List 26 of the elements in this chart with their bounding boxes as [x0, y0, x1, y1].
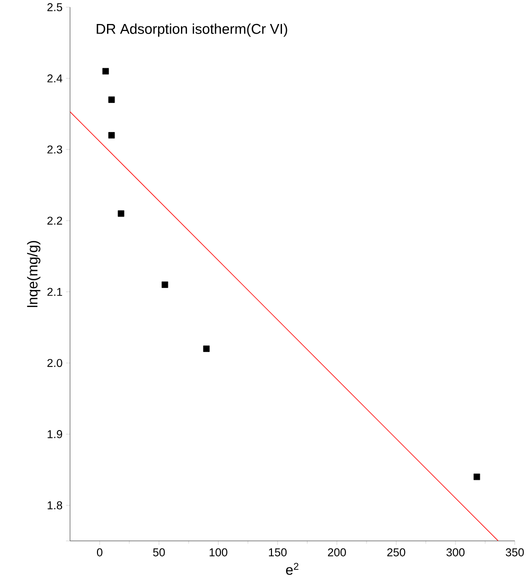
x-tick-label: 100 — [209, 548, 228, 556]
x-tick-label: 200 — [328, 548, 346, 556]
y-tick-label: 2.2 — [47, 216, 62, 225]
point — [118, 210, 124, 217]
x-tick-label: 250 — [387, 548, 406, 556]
y-axis-title: lnqe(mg/g) — [26, 241, 40, 308]
point — [161, 281, 168, 288]
point — [473, 474, 480, 480]
y-tick-label: 2.3 — [47, 145, 62, 154]
point — [102, 68, 109, 74]
text: DR Adsorption isotherm(Cr VI) — [96, 24, 287, 37]
x-axis-title: e$^{2}$ — [286, 562, 298, 575]
point — [108, 132, 115, 138]
y-tick-label: 2.0 — [47, 358, 62, 368]
y-tick-label: 1.8 — [48, 501, 62, 510]
y-tick-label: 2.4 — [47, 74, 62, 82]
point — [108, 96, 115, 103]
x-tick-label: 0 — [96, 548, 102, 556]
y-tick-label: 2.1 — [47, 288, 62, 296]
point — [203, 346, 210, 352]
x-tick-label: 150 — [268, 548, 286, 556]
y-tick-label: 2.5 — [47, 3, 62, 12]
x-tick-label: 300 — [446, 548, 464, 556]
x-tick-label: 50 — [152, 548, 165, 556]
x-tick-label: 350 — [506, 548, 524, 556]
y-tick-label: 1.9 — [48, 430, 62, 438]
